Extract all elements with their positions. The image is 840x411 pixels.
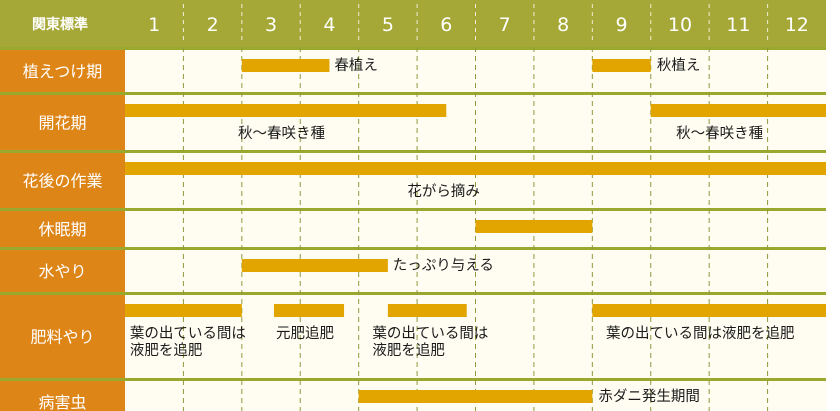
month-tick-3: 3 bbox=[265, 14, 277, 36]
row-separator-3 bbox=[0, 208, 826, 211]
bar-1-1 bbox=[650, 104, 826, 117]
annotation-0-0: 春植え bbox=[334, 57, 378, 74]
row-separator-0 bbox=[0, 47, 826, 50]
bar-3-0 bbox=[475, 220, 593, 233]
month-tick-11: 11 bbox=[726, 14, 750, 36]
row-label-bg-6 bbox=[0, 381, 125, 411]
month-tick-1: 1 bbox=[148, 14, 160, 36]
corner-label: 関東標準 bbox=[32, 16, 88, 33]
row-label-4: 水やり bbox=[38, 262, 86, 281]
annotation-5-0: 葉の出ている間は bbox=[130, 325, 246, 342]
month-tick-9: 9 bbox=[615, 14, 627, 36]
month-tick-6: 6 bbox=[440, 14, 452, 36]
month-tick-4: 4 bbox=[323, 14, 335, 36]
row-label-bg-1 bbox=[0, 95, 125, 150]
row-label-bg-3 bbox=[0, 211, 125, 247]
month-tick-12: 12 bbox=[785, 14, 809, 36]
annotation-1-1: 秋～春咲き種 bbox=[676, 125, 763, 142]
row-label-2: 花後の作業 bbox=[22, 172, 102, 191]
bar-6-0 bbox=[358, 390, 593, 403]
row-label-1: 開花期 bbox=[38, 114, 86, 133]
row-label-bg-4 bbox=[0, 250, 125, 292]
annotation-5-2: 元肥追肥 bbox=[276, 325, 334, 342]
annotation-5-3: 葉の出ている間は bbox=[372, 325, 488, 342]
annotation-6-0: 赤ダニ発生期間 bbox=[598, 388, 700, 405]
row-label-5: 肥料やり bbox=[30, 328, 94, 347]
annotation-1-0: 秋～春咲き種 bbox=[238, 125, 325, 142]
row-label-0: 植えつけ期 bbox=[23, 62, 103, 81]
annotation-4-0: たっぷり与える bbox=[393, 257, 494, 274]
annotation-2-0: 花がら摘み bbox=[407, 182, 480, 200]
annotation-5-4: 液肥を追肥 bbox=[372, 342, 445, 359]
row-separator-5 bbox=[0, 292, 826, 295]
month-tick-10: 10 bbox=[668, 14, 692, 36]
row-separator-4 bbox=[0, 247, 826, 250]
annotation-0-1: 秋植え bbox=[657, 57, 701, 74]
row-label-bg-5 bbox=[0, 295, 125, 378]
bar-0-0 bbox=[241, 59, 330, 72]
bar-5-2 bbox=[387, 304, 467, 317]
row-separator-2 bbox=[0, 150, 826, 153]
month-tick-8: 8 bbox=[557, 14, 569, 36]
bar-5-0 bbox=[125, 304, 242, 317]
bar-4-0 bbox=[241, 259, 388, 272]
row-label-6: 病害虫 bbox=[38, 393, 86, 411]
bar-5-1 bbox=[273, 304, 345, 317]
row-label-3: 休眠期 bbox=[38, 220, 86, 239]
bar-1-0 bbox=[125, 104, 447, 117]
month-tick-2: 2 bbox=[207, 14, 219, 36]
annotation-5-1: 液肥を追肥 bbox=[130, 342, 203, 359]
row-label-bg-2 bbox=[0, 153, 125, 208]
row-label-bg-0 bbox=[0, 50, 125, 92]
month-tick-7: 7 bbox=[499, 14, 511, 36]
bar-2-0 bbox=[125, 162, 826, 175]
row-separator-1 bbox=[0, 92, 826, 95]
bar-5-3 bbox=[592, 304, 826, 317]
header-band bbox=[0, 0, 826, 47]
bar-0-1 bbox=[592, 59, 651, 72]
row-separator-6 bbox=[0, 378, 826, 381]
annotation-5-5: 葉の出ている間は液肥を追肥 bbox=[606, 325, 795, 342]
month-tick-5: 5 bbox=[382, 14, 394, 36]
